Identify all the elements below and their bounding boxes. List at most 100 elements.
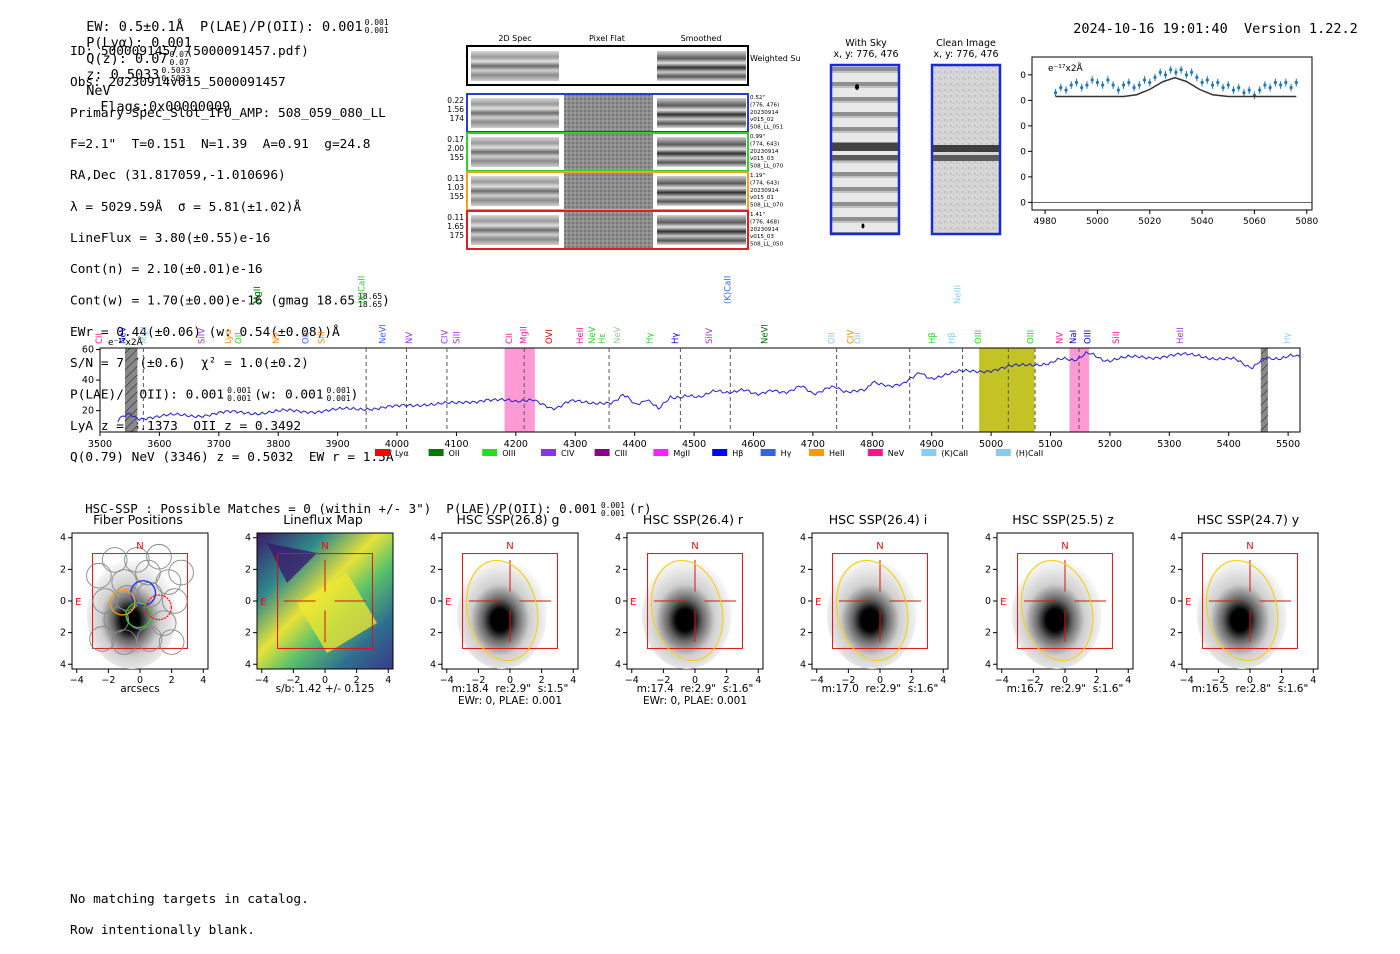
spectral-line-label: Lyα xyxy=(224,329,234,344)
legend-label: Lyα xyxy=(395,449,409,458)
hsc-ytick-label: −2 xyxy=(985,628,991,639)
zoom-data-point xyxy=(1132,86,1136,90)
header-version: Version 1.22.2 xyxy=(1243,21,1358,37)
hsc-ytick-label: 4 xyxy=(60,533,66,544)
hsc-panel-caption: m:16.7 re:2.9" s:1.6" xyxy=(1006,683,1124,695)
hsc-ytick-label: −4 xyxy=(985,659,991,670)
legend-label: MgII xyxy=(673,449,690,458)
legend-label: NeV xyxy=(888,449,905,458)
spectrum-xtick-label: 4300 xyxy=(563,439,587,450)
spectrum-line xyxy=(117,350,1301,422)
cutout-right-value: 508_LL_070 xyxy=(750,203,784,209)
aperture-box xyxy=(462,553,558,649)
legend-label: (H)CaII xyxy=(1016,449,1043,458)
fiber-circle xyxy=(168,559,194,586)
hsc-ytick-label: 2 xyxy=(1170,564,1176,575)
cutout-smoothed xyxy=(657,98,746,128)
aperture-box xyxy=(1017,553,1113,649)
spectral-line-label: OII xyxy=(235,332,245,344)
header-line-id: NeV xyxy=(86,83,111,99)
aperture-box xyxy=(277,553,373,649)
legend-swatch xyxy=(809,449,824,456)
hsc-ytick-label: 4 xyxy=(985,533,991,544)
zoom-data-point xyxy=(1273,80,1277,85)
legend-label: CIII xyxy=(615,449,628,458)
spectrum-xtick-label: 3500 xyxy=(88,439,112,450)
zoom-data-point xyxy=(1242,91,1246,95)
info-radec: RA,Dec (31.817059,-1.010696) xyxy=(70,168,286,184)
cutout-right-value: (774, 643) xyxy=(750,180,779,186)
zoom-data-point xyxy=(1174,70,1178,74)
cutout-left-value: 155 xyxy=(450,192,465,201)
legend-label: HeII xyxy=(829,449,845,458)
fiber-circle xyxy=(162,588,188,614)
fiber-circle xyxy=(92,588,118,614)
cutout-right-value: 0.52" xyxy=(750,95,765,101)
hsc-xtick-label: −4 xyxy=(70,675,84,686)
zoom-data-point xyxy=(1216,80,1220,85)
header-qz: Q(z): 0.07 xyxy=(86,51,168,67)
spectrum-xtick-label: 4100 xyxy=(444,439,468,450)
zoom-data-point xyxy=(1247,88,1251,92)
hsc-panel-caption: m:16.5 re:2.8" s:1.6" xyxy=(1191,683,1309,695)
cutout-left-value: 0.17 xyxy=(447,135,464,144)
fiber-orange xyxy=(109,589,136,616)
hsc-xtick-label: −2 xyxy=(286,675,300,686)
legend-swatch xyxy=(428,449,444,456)
galaxy-image xyxy=(456,560,547,669)
spectrum-shaded-region xyxy=(124,348,138,432)
spectral-line-label: SiII xyxy=(318,331,328,344)
hsc-panel-image: N E −4 −4 −2 −2 0 0 2 2 4 4 xyxy=(245,532,394,686)
spectral-line-label: NeV xyxy=(613,326,623,344)
galaxy-image xyxy=(1196,560,1287,669)
north-label: N xyxy=(1246,541,1253,552)
cutout-smoothed xyxy=(657,215,746,245)
spectral-line-label: OII xyxy=(854,332,864,344)
zoom-data-point xyxy=(1169,68,1173,72)
north-label: N xyxy=(876,541,883,552)
north-label: N xyxy=(1061,541,1068,552)
hsc-ytick-label: 2 xyxy=(800,564,806,575)
hsc-xtick-label: −4 xyxy=(995,675,1009,686)
hsc-panel-title: HSC SSP(24.7) y xyxy=(1196,512,1300,527)
info-contw: Cont(w) = 1.70(±0.00)e-16 (gmag 18.65 18.… xyxy=(70,292,390,310)
zoom-data-point xyxy=(1163,73,1168,77)
spectrum-xtick-label: 5200 xyxy=(1098,439,1122,450)
spectrum-xtick-label: 3700 xyxy=(207,439,231,450)
spectral-line-label: HeII xyxy=(1176,327,1186,344)
hsc-ytick-label: 0 xyxy=(430,596,436,607)
north-label: N xyxy=(136,541,143,552)
legend-label: OII xyxy=(449,449,460,458)
hsc-xtick-label: −2 xyxy=(471,675,485,686)
legend-label: OIII xyxy=(502,449,515,458)
zoom-ytick-label: 10 xyxy=(1020,173,1026,183)
hsc-panel-caption-2: EWr: 0, PLAE: 0.001 xyxy=(642,695,748,707)
spectral-line-label: MgII xyxy=(253,286,263,304)
spectral-line-label: NeV xyxy=(588,326,598,344)
spectral-line-label: CII xyxy=(505,333,515,344)
cutout-right-value: 508_LL_050 xyxy=(750,242,784,248)
cutout-right-value: 1.19" xyxy=(750,173,765,179)
east-label: E xyxy=(445,597,451,608)
info-lineflux: LineFlux = 3.80(±0.55)e-16 xyxy=(70,230,271,246)
hsc-panel-caption: m:18.4 re:2.9" s:1.5" xyxy=(451,683,569,695)
hsc-panel-image: N E −4 −4 −2 −2 0 0 2 2 4 4 xyxy=(985,532,1134,686)
spectrum-xtick-label: 4000 xyxy=(385,439,409,450)
legend-label: Hβ xyxy=(732,449,743,458)
spectral-line-label: OIII xyxy=(1026,330,1036,344)
east-label: E xyxy=(630,597,636,608)
legend-swatch xyxy=(995,449,1011,456)
spectrum-shaded-region xyxy=(504,348,535,432)
legend-swatch xyxy=(653,449,669,456)
zoom-ytick-label: 50 xyxy=(1020,71,1026,81)
spectrum-ytick-label: 60 xyxy=(82,345,94,356)
legend-swatch xyxy=(482,449,498,456)
hsc-panel-caption: s/b: 1.42 +/- 0.125 xyxy=(275,683,375,695)
hsc-ytick-label: 0 xyxy=(985,596,991,607)
info-id: ID: 5000091457 (5000091457.pdf) xyxy=(70,43,309,59)
legend-label: (K)CaII xyxy=(941,449,968,458)
fiber-circle xyxy=(89,626,115,652)
zoom-data-point xyxy=(1137,83,1141,87)
spectral-line-label: NV xyxy=(405,332,415,344)
